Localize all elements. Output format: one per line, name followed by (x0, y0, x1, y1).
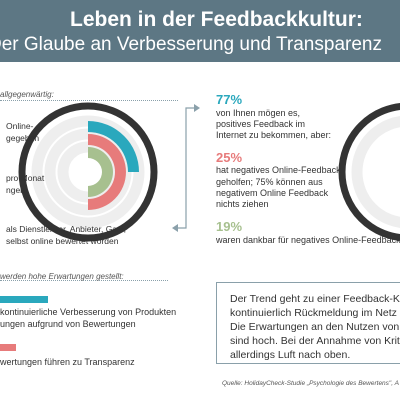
arrow-right-head (194, 104, 200, 112)
stat-1-percent: 77% (216, 92, 243, 107)
expectation-1-line-2: ungen aufgrund von Bewertungen (0, 319, 136, 329)
left-item-1-line-2: gegeben (6, 133, 40, 143)
expectation-1-bar (0, 296, 48, 303)
stat-3-line-1: waren dankbar für negatives Online-Feedb… (216, 235, 400, 245)
source-note: Quelle: HolidayCheck-Studie „Psychologie… (222, 380, 399, 387)
title-banner: Leben in der Feedbackkultur: Der Glaube … (0, 0, 400, 62)
stat-1-line-1: von Ihnen mögen es, (216, 108, 301, 118)
stat-2-line-4: nichts ziehen (216, 199, 269, 209)
expectations-divider-line (0, 280, 168, 281)
left-divider-line (0, 100, 178, 101)
page-title: Leben in der Feedbackkultur: (70, 8, 363, 31)
stat-1-line-3: Internet zu bekommen, aber: (216, 130, 332, 140)
right-donut-outer-ring (338, 102, 400, 242)
left-donut-arc-pink (88, 134, 126, 210)
left-donut-arc-green (88, 147, 113, 197)
expectation-1-line-1: kontinuierliche Verbesserung von Produkt… (0, 307, 177, 317)
left-donut-arc-teal (88, 121, 139, 172)
left-item-1-line-1: Online- (6, 121, 34, 131)
right-donut-chart (338, 102, 400, 242)
stat-2-line-3: negativem Online Feedback (216, 188, 329, 198)
left-section-label: allgegenwärtig: (0, 90, 54, 99)
trend-line-3: Die Erwartungen an den Nutzen von (230, 321, 400, 333)
trend-line-1: Der Trend geht zu einer Feedback-Ku (230, 293, 400, 305)
trend-line-5: allerdings Luft nach oben. (230, 349, 351, 361)
trend-line-4: sind hoch. Bei der Annahme von Krit (230, 335, 400, 347)
left-item-2-line-2: ngen (6, 185, 25, 195)
left-item-2-line-1: pro Monat (6, 173, 45, 183)
expectation-2-line-1: wertungen führen zu Transparenz (0, 357, 135, 367)
trend-line-2: kontinuierlich Rückmeldung im Netz (230, 307, 397, 319)
left-item-3-line-2: selbst online bewertet worden (6, 236, 119, 246)
expectation-2-bar (0, 344, 16, 351)
stat-2-percent: 25% (216, 150, 243, 165)
page-subtitle: Der Glaube an Verbesserung und Transpare… (0, 34, 382, 55)
stat-3-percent: 19% (216, 219, 243, 234)
connector-arrow (172, 104, 200, 232)
trend-box: Der Trend geht zu einer Feedback-Ku kont… (216, 282, 400, 364)
right-donut-track (351, 116, 400, 228)
stat-2-line-1: hat negatives Online-Feedback (216, 165, 341, 175)
expectations-label: werden hohe Erwartungen gestellt: (0, 272, 124, 281)
left-donut-chart (18, 102, 158, 242)
stat-2-line-2: geholfen; 75% können aus (216, 177, 323, 187)
left-item-3-line-1: als Dienstleister, Anbieter, Gast, (6, 224, 127, 234)
arrow-left-head (172, 224, 178, 232)
stat-1-line-2: positives Feedback im (216, 119, 306, 129)
